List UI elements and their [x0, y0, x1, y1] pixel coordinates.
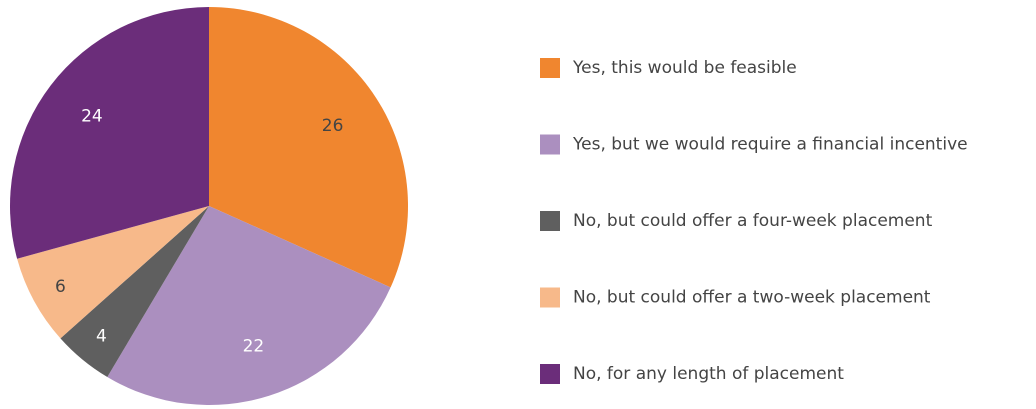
data-label: 6 — [55, 277, 66, 297]
legend-label: No, but could offer a two-week placement — [573, 288, 931, 308]
data-label: 26 — [322, 116, 344, 136]
data-label: 24 — [81, 107, 103, 127]
data-label: 22 — [243, 336, 265, 356]
legend-label: No, for any length of placement — [573, 364, 844, 384]
legend-swatch — [540, 211, 560, 231]
legend-label: No, but could offer a four-week placemen… — [573, 211, 933, 231]
pie-slice — [9, 7, 209, 259]
pie-slice — [17, 206, 209, 339]
legend-swatch — [540, 134, 560, 155]
legend-swatch — [540, 364, 560, 384]
legend-swatch — [540, 58, 560, 78]
legend-label: Yes, this would be feasible — [572, 58, 797, 78]
legend-swatch — [540, 287, 560, 308]
pie-slice — [60, 206, 209, 378]
pie-slice — [209, 7, 408, 288]
data-label: 4 — [96, 326, 107, 346]
pie-slice — [107, 206, 391, 405]
legend-label: Yes, but we would require a financial in… — [572, 135, 968, 155]
